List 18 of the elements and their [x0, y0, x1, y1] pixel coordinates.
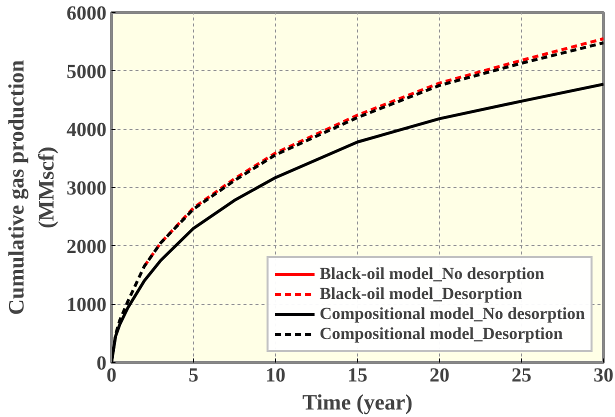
- legend-label: Black-oil model_No desorption: [320, 264, 544, 284]
- x-tick-label: 10: [266, 364, 286, 386]
- y-tick-label: 5000: [66, 60, 106, 83]
- x-tick-label: 5: [188, 364, 198, 386]
- legend-label: Black-oil model_Desorption: [320, 284, 522, 304]
- x-tick-label: 20: [430, 364, 450, 386]
- y-tick-label: 6000: [66, 2, 106, 24]
- x-axis-title: Time (year): [302, 390, 413, 414]
- x-tick-label: 25: [512, 364, 532, 386]
- y-tick-label: 4000: [66, 119, 106, 142]
- y-tick-label: 2000: [66, 236, 106, 258]
- y-tick-label: 1000: [66, 294, 106, 316]
- y-axis-title: Cumulative gas production (MMscf): [4, 60, 58, 316]
- y-tick-label: 3000: [66, 178, 106, 200]
- legend-label: Compositional model_No desorption: [320, 304, 585, 324]
- x-tick-label: 15: [348, 364, 368, 386]
- legend-label: Compositional model_Desorption: [320, 324, 563, 344]
- x-tick-label: 30: [594, 364, 614, 386]
